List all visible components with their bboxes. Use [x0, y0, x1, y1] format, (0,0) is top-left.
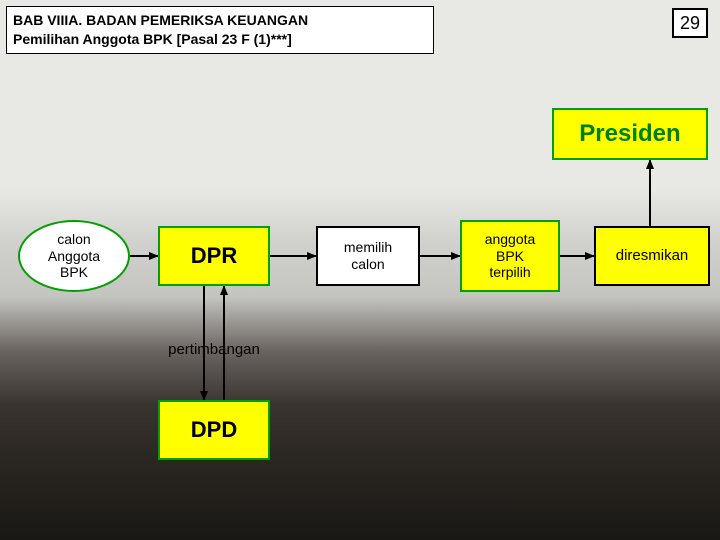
node-anggota: anggota BPK terpilih: [460, 220, 560, 292]
slide-title: BAB VIIIA. BADAN PEMERIKSA KEUANGAN Pemi…: [6, 6, 434, 54]
node-dpd: DPD: [158, 400, 270, 460]
title-line-1: BAB VIIIA. BADAN PEMERIKSA KEUANGAN: [13, 11, 427, 30]
node-dpr: DPR: [158, 226, 270, 286]
slide-stage: BAB VIIIA. BADAN PEMERIKSA KEUANGAN Pemi…: [0, 0, 720, 540]
node-diresmikan: diresmikan: [594, 226, 710, 286]
page-number: 29: [672, 8, 708, 38]
title-line-2: Pemilihan Anggota BPK [Pasal 23 F (1)***…: [13, 30, 427, 49]
node-calon: calon Anggota BPK: [18, 220, 130, 292]
node-memilih: memilih calon: [316, 226, 420, 286]
node-pertimbangan: pertimbangan: [140, 338, 288, 362]
node-presiden: Presiden: [552, 108, 708, 160]
